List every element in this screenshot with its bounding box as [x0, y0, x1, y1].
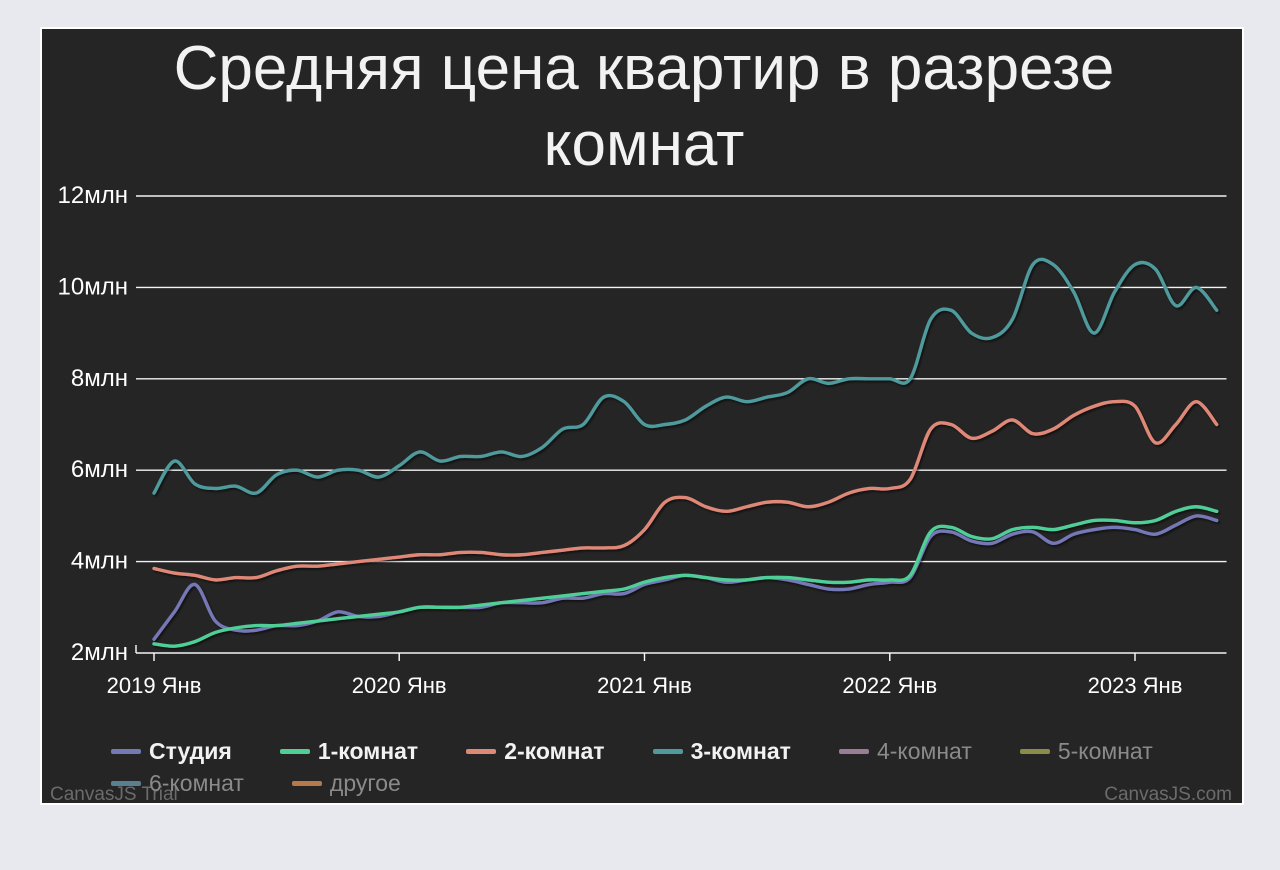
svg-text:10млн: 10млн	[58, 273, 128, 300]
svg-text:2020 Янв: 2020 Янв	[352, 673, 447, 698]
svg-text:2019 Янв: 2019 Янв	[107, 673, 202, 698]
svg-text:2023 Янв: 2023 Янв	[1088, 673, 1183, 698]
svg-text:6млн: 6млн	[71, 456, 128, 483]
svg-text:2022 Янв: 2022 Янв	[842, 673, 937, 698]
svg-text:2млн: 2млн	[71, 639, 128, 666]
svg-text:12млн: 12млн	[58, 182, 128, 209]
svg-text:8млн: 8млн	[71, 365, 128, 392]
svg-text:4млн: 4млн	[71, 548, 128, 575]
svg-text:2021 Янв: 2021 Янв	[597, 673, 692, 698]
